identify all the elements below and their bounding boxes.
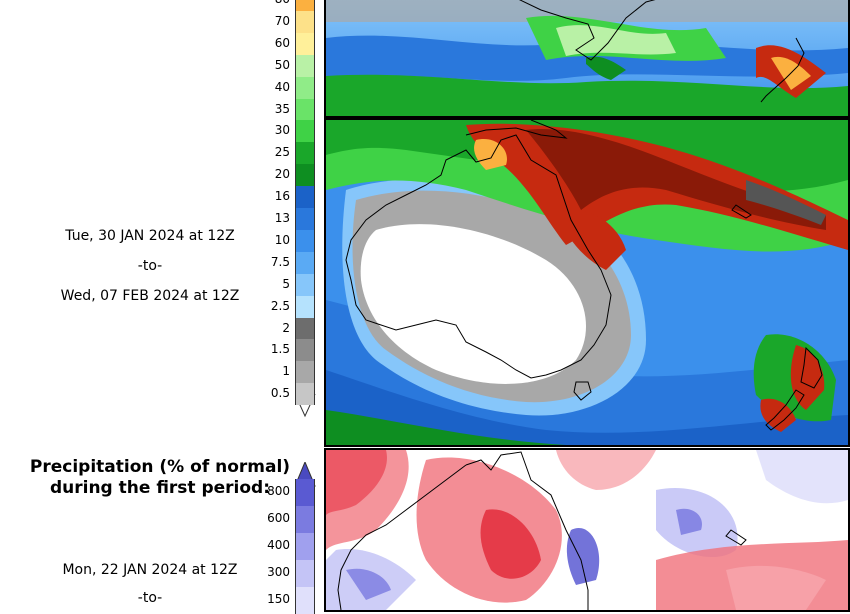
bottom-heading-line1: Precipitation (% of normal) [29, 457, 291, 477]
top-date-separator: -to- [137, 258, 163, 274]
bottom-colorbar-label: 150 [267, 592, 290, 606]
bottom-colorbar-swatch [295, 505, 315, 533]
bottom-colorbar-label: 600 [267, 511, 290, 525]
top-colorbar-label: 25 [274, 145, 290, 160]
top-colorbar-swatch [295, 54, 315, 77]
map-upper-svg [326, 0, 848, 116]
top-colorbar-swatch [295, 383, 315, 406]
top-colorbar-swatch [295, 295, 315, 318]
top-colorbar-swatch [295, 229, 315, 252]
bottom-colorbar-label: 800 [267, 484, 290, 498]
top-colorbar-label: 2 [282, 320, 290, 335]
top-colorbar-swatch [295, 273, 315, 296]
bottom-colorbar-swatch [295, 586, 315, 614]
top-colorbar-swatch [295, 317, 315, 340]
top-colorbar-swatch [295, 251, 315, 274]
top-colorbar-swatch [295, 339, 315, 362]
top-colorbar-swatch [295, 32, 315, 55]
top-colorbar-swatch [295, 120, 315, 143]
map-panel-upper [324, 0, 850, 118]
top-colorbar-label: 7.5 [270, 254, 290, 269]
top-colorbar-label: 10 [274, 232, 290, 247]
top-colorbar-label: 2.5 [270, 298, 290, 313]
top-colorbar-label: 16 [274, 189, 290, 204]
top-colorbar-label: 20 [274, 167, 290, 182]
top-colorbar-swatch [295, 76, 315, 99]
bottom-colorbar-swatch [295, 559, 315, 587]
percent-map-svg [326, 450, 848, 610]
bottom-date-from: Mon, 22 JAN 2024 at 12Z [62, 562, 238, 578]
map-panel-percent-normal [324, 448, 850, 612]
top-colorbar-swatch [295, 10, 315, 33]
top-colorbar-label: 1.5 [270, 342, 290, 357]
top-colorbar-swatch [295, 361, 315, 384]
top-colorbar-swatch [295, 142, 315, 165]
top-colorbar-label: 30 [274, 123, 290, 138]
top-colorbar-label: 13 [274, 211, 290, 225]
top-colorbar-label: 60 [274, 35, 290, 50]
top-colorbar-swatch [295, 0, 315, 11]
map-panel-forecast [324, 118, 850, 447]
top-colorbar-label: 1 [282, 364, 290, 379]
top-colorbar-label: 50 [274, 57, 290, 72]
top-colorbar-label: 80 [250, 0, 290, 6]
bottom-colorbar: 800 600 400 300 150 [0, 460, 320, 614]
top-colorbar-label: 40 [274, 79, 290, 94]
top-colorbar-label: 5 [282, 276, 290, 291]
top-date-from: Tue, 30 JAN 2024 at 12Z [65, 228, 235, 244]
top-colorbar-swatch [295, 208, 315, 230]
top-date-to: Wed, 07 FEB 2024 at 12Z [60, 288, 240, 304]
top-colorbar-swatch [295, 164, 315, 187]
top-colorbar-swatch [295, 98, 315, 121]
bottom-colorbar-label: 400 [267, 538, 290, 552]
top-colorbar: 80 70 60 50 40 35 30 25 20 16 13 10 7.5 5 2.5 2 1.5 1 0.5 [0, 0, 320, 420]
bottom-colorbar-label: 300 [267, 565, 290, 579]
bottom-colorbar-swatch [295, 532, 315, 560]
top-colorbar-label: 0.5 [270, 386, 290, 401]
top-colorbar-swatch [295, 186, 315, 209]
bottom-heading-line2: during the first period: [49, 478, 271, 498]
top-colorbar-label: 70 [274, 13, 290, 28]
bottom-colorbar-swatch [295, 478, 315, 506]
top-colorbar-label: 35 [274, 101, 290, 116]
forecast-map-svg [326, 120, 848, 445]
